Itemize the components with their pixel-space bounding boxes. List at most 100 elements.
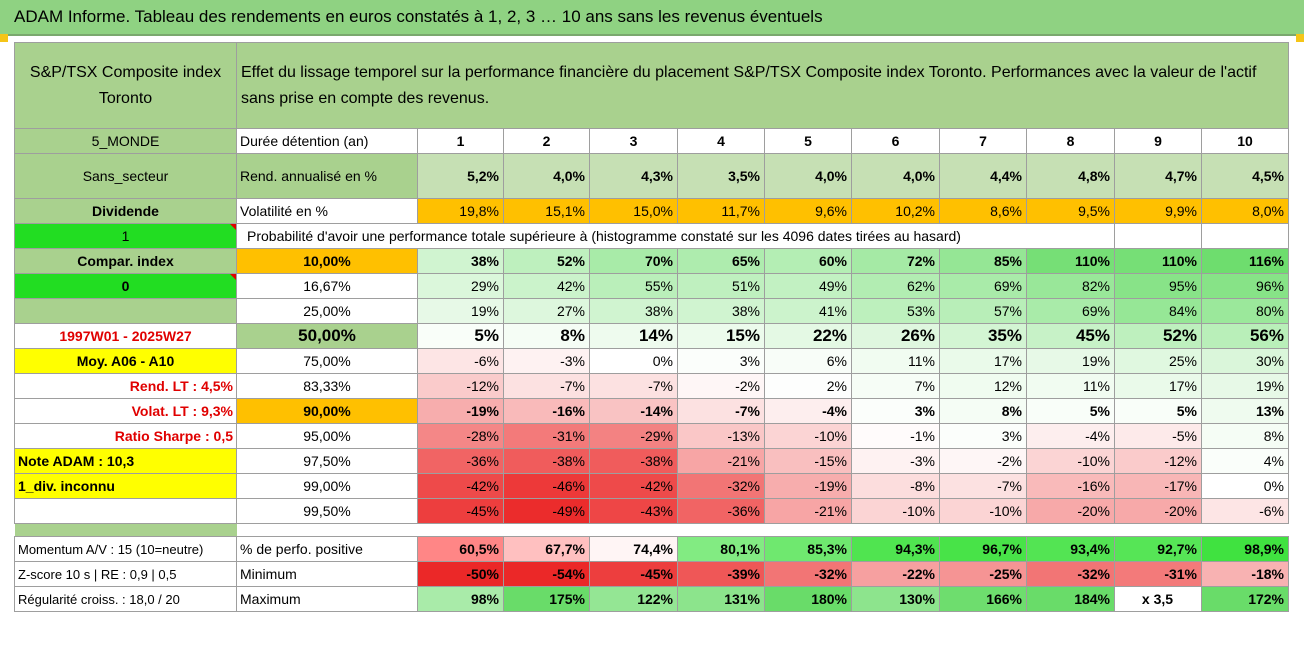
percentile-cell: 5% (417, 323, 504, 349)
empty-cell (1114, 223, 1202, 249)
percentile-cell: 19% (417, 298, 504, 324)
secteur-label: Sans_secteur (14, 153, 237, 199)
percentile-label: 16,67% (236, 273, 418, 299)
percentile-cell: 110% (1026, 248, 1115, 274)
percentile-cell: -46% (503, 473, 590, 499)
percentile-cell: -16% (1026, 473, 1115, 499)
minimum-label: Minimum (236, 561, 418, 587)
vol-cell: 8,0% (1201, 198, 1289, 224)
positive-cell: 92,7% (1114, 536, 1202, 562)
volat-lt-label: Volat. LT : 9,3% (14, 398, 237, 424)
percentile-cell: -45% (417, 498, 504, 524)
percentile-cell: -36% (677, 498, 765, 524)
percentile-cell: -10% (939, 498, 1027, 524)
vol-cell: 10,2% (851, 198, 940, 224)
rend-cell: 4,0% (503, 153, 590, 199)
percentile-cell: 19% (1201, 373, 1289, 399)
minimum-cell: -50% (417, 561, 504, 587)
percentile-cell: 4% (1201, 448, 1289, 474)
vol-label: Volatilité en % (236, 198, 418, 224)
sharpe-label: Ratio Sharpe : 0,5 (14, 423, 237, 449)
positive-cell: 80,1% (677, 536, 765, 562)
rend-cell: 4,0% (851, 153, 940, 199)
monde-label: 5_MONDE (14, 128, 237, 154)
percentile-cell: 12% (939, 373, 1027, 399)
percentile-cell: 13% (1201, 398, 1289, 424)
maximum-cell: 98% (417, 586, 504, 612)
percentile-cell: 5% (1026, 398, 1115, 424)
percentile-cell: -36% (417, 448, 504, 474)
percentile-cell: -2% (677, 373, 765, 399)
percentile-cell: -38% (503, 448, 590, 474)
maximum-cell: x 3,5 (1114, 586, 1202, 612)
moy-label: Moy. A06 - A10 (14, 348, 237, 374)
percentile-cell: -5% (1114, 423, 1202, 449)
positive-cell: 85,3% (764, 536, 852, 562)
percentile-cell: 53% (851, 298, 940, 324)
percentile-cell: 116% (1201, 248, 1289, 274)
percentile-cell: 11% (1026, 373, 1115, 399)
year-header: 2 (503, 128, 590, 154)
maximum-label: Maximum (236, 586, 418, 612)
percentile-cell: 69% (1026, 298, 1115, 324)
percentile-cell: 8% (1201, 423, 1289, 449)
proba-label: Probabilité d'avoir une performance tota… (236, 223, 1115, 249)
percentile-cell: 72% (851, 248, 940, 274)
corner-marker (0, 34, 8, 42)
rend-label: Rend. annualisé en % (236, 153, 418, 199)
maximum-cell: 172% (1201, 586, 1289, 612)
vol-cell: 9,5% (1026, 198, 1115, 224)
one-cell[interactable]: 1 (14, 223, 237, 249)
div-label: 1_div. inconnu (14, 473, 237, 499)
maximum-cell: 131% (677, 586, 765, 612)
percentile-cell: 3% (851, 398, 940, 424)
percentile-label: 50,00% (236, 323, 418, 349)
percentile-cell: 8% (939, 398, 1027, 424)
percentile-cell: 57% (939, 298, 1027, 324)
rend-lt-label: Rend. LT : 4,5% (14, 373, 237, 399)
percentile-cell: 0% (1201, 473, 1289, 499)
minimum-cell: -54% (503, 561, 590, 587)
zero-cell[interactable]: 0 (14, 273, 237, 299)
minimum-cell: -31% (1114, 561, 1202, 587)
positive-cell: 94,3% (851, 536, 940, 562)
zscore-label: Z-score 10 s | RE : 0,9 | 0,5 (14, 561, 237, 587)
percentile-cell: -42% (589, 473, 678, 499)
rend-cell: 4,3% (589, 153, 678, 199)
blank-left (14, 298, 237, 324)
percentile-cell: -43% (589, 498, 678, 524)
percentile-cell: -16% (503, 398, 590, 424)
blank-left (14, 498, 237, 524)
percentile-cell: 22% (764, 323, 852, 349)
index-name-cell: S&P/TSX Composite index Toronto (14, 42, 237, 129)
percentile-cell: -19% (764, 473, 852, 499)
separator (14, 523, 237, 537)
percentile-cell: -7% (503, 373, 590, 399)
percentile-cell: 19% (1026, 348, 1115, 374)
percentile-cell: -12% (417, 373, 504, 399)
rend-cell: 4,4% (939, 153, 1027, 199)
maximum-cell: 122% (589, 586, 678, 612)
maximum-cell: 166% (939, 586, 1027, 612)
rend-cell: 3,5% (677, 153, 765, 199)
vol-cell: 11,7% (677, 198, 765, 224)
percentile-label: 97,50% (236, 448, 418, 474)
percentile-cell: 56% (1201, 323, 1289, 349)
percentile-cell: -8% (851, 473, 940, 499)
minimum-cell: -39% (677, 561, 765, 587)
percentile-cell: -19% (417, 398, 504, 424)
percentile-cell: -7% (589, 373, 678, 399)
percentile-cell: -10% (851, 498, 940, 524)
percentile-cell: 0% (589, 348, 678, 374)
year-header: 1 (417, 128, 504, 154)
year-header: 5 (764, 128, 852, 154)
percentile-cell: 80% (1201, 298, 1289, 324)
percentile-label: 10,00% (236, 248, 418, 274)
percentile-cell: -42% (417, 473, 504, 499)
percentile-cell: 84% (1114, 298, 1202, 324)
percentile-cell: 42% (503, 273, 590, 299)
positive-cell: 93,4% (1026, 536, 1115, 562)
positive-cell: 98,9% (1201, 536, 1289, 562)
vol-cell: 19,8% (417, 198, 504, 224)
percentile-cell: 15% (677, 323, 765, 349)
